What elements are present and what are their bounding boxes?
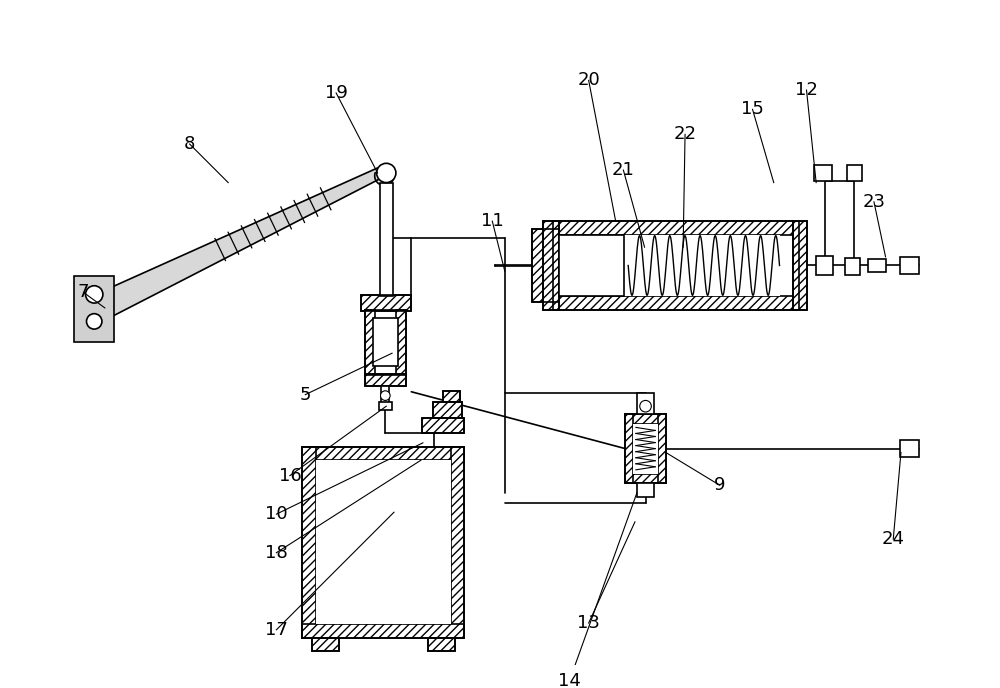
Bar [532,229,559,302]
Bar [543,221,559,310]
Bar [847,165,862,181]
Text: 10: 10 [265,505,288,523]
Bar [433,402,462,418]
Bar [428,638,455,651]
Text: 13: 13 [577,614,600,632]
Bar [816,256,833,275]
Circle shape [640,400,651,412]
Bar [428,638,455,651]
Bar [365,310,406,376]
Bar [443,391,460,402]
Bar [793,221,807,310]
Bar [316,460,451,624]
Text: 12: 12 [795,81,818,99]
Bar [637,483,654,497]
Text: 18: 18 [265,544,288,561]
Bar [625,414,666,483]
Bar [433,402,462,418]
Text: 9: 9 [714,476,726,494]
Bar [365,310,375,376]
Bar [845,258,860,275]
Text: 15: 15 [741,100,764,118]
Bar [365,374,406,386]
Bar [625,473,666,483]
Bar [553,297,799,310]
Bar [302,447,464,460]
Bar [443,391,460,402]
Bar [451,447,464,638]
Bar [312,638,339,651]
Bar [302,447,464,638]
Bar [379,402,392,410]
Bar [422,418,464,433]
Text: 14: 14 [558,672,581,688]
Bar [900,257,919,274]
Text: 16: 16 [279,466,301,484]
Bar [74,276,114,342]
Bar [396,310,406,376]
Bar [637,393,654,414]
Bar [633,424,658,473]
Circle shape [86,286,103,303]
Text: 20: 20 [577,72,600,89]
Text: 5: 5 [300,386,311,404]
Bar [559,235,624,297]
Text: 24: 24 [882,530,905,548]
Text: 8: 8 [184,135,195,153]
Polygon shape [99,168,382,317]
Bar [553,221,799,235]
Text: 19: 19 [325,84,348,102]
Bar [532,229,559,302]
Text: 23: 23 [862,193,885,211]
Bar [658,414,666,483]
Bar [868,259,886,272]
Bar [900,440,919,458]
Bar [365,374,406,386]
Bar [361,295,411,311]
Text: 7: 7 [78,283,89,301]
Bar [312,638,339,651]
Bar [814,165,832,181]
Bar [302,624,464,638]
Bar [361,295,411,311]
Bar [373,318,398,366]
Bar [381,386,389,403]
Text: 11: 11 [481,212,504,230]
Bar [559,235,780,297]
Bar [302,447,316,638]
Text: 17: 17 [265,621,288,639]
Bar [422,418,464,433]
Bar [625,414,633,483]
Bar [553,221,799,310]
Bar [793,221,807,310]
Circle shape [380,391,390,400]
Bar [543,221,559,310]
Circle shape [377,163,396,182]
Circle shape [87,314,102,329]
Text: 21: 21 [612,161,635,179]
Bar [625,414,666,424]
Bar [380,182,393,297]
Text: 22: 22 [674,125,697,143]
